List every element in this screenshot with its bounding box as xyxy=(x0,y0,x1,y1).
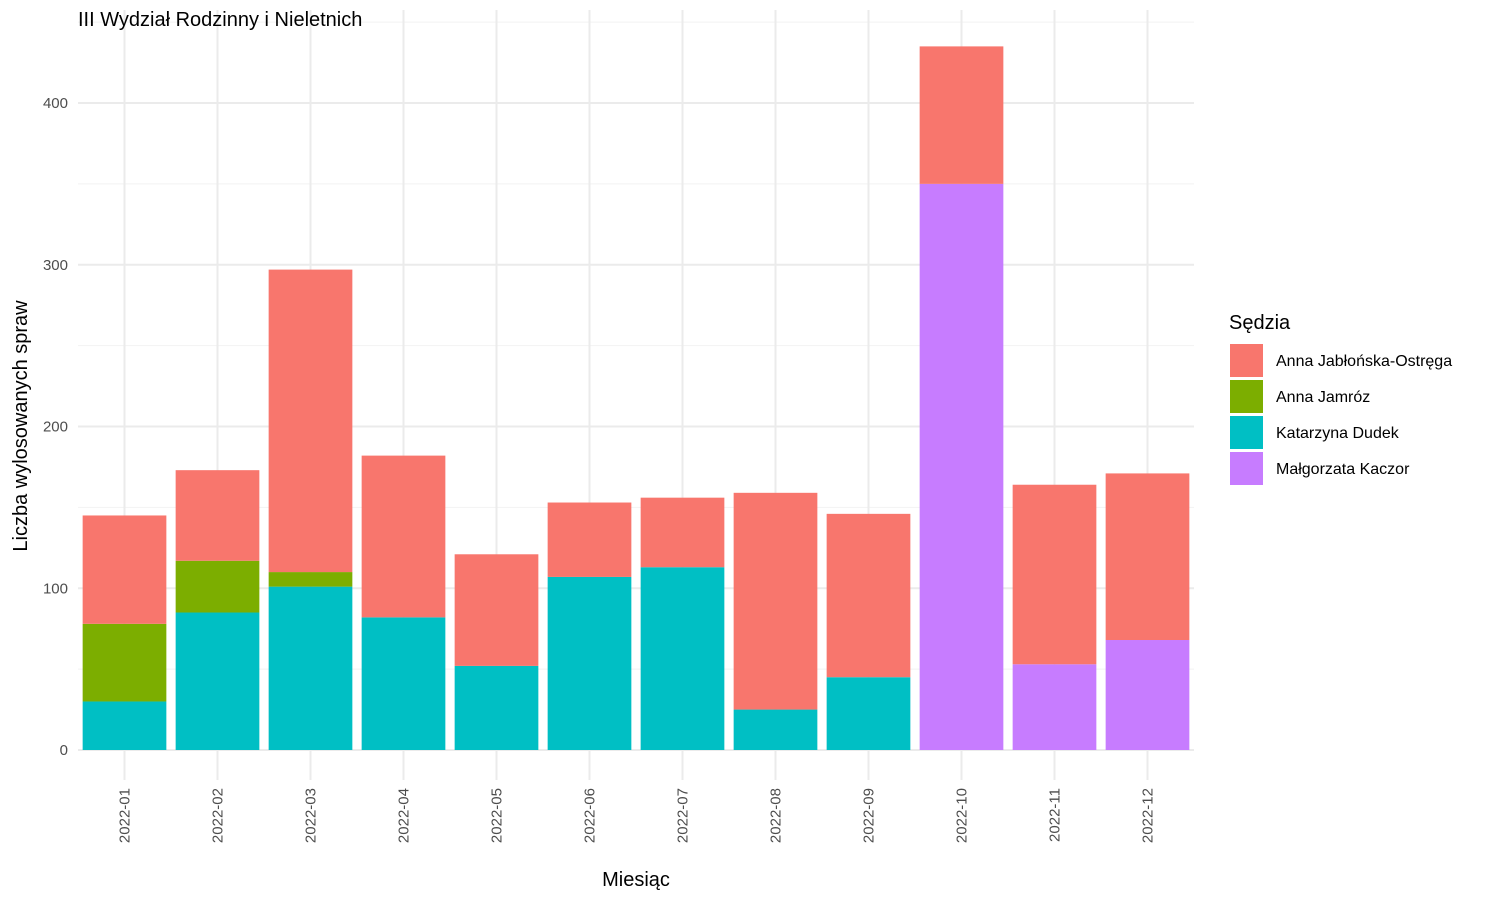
bar-segment xyxy=(640,567,725,750)
bars xyxy=(82,46,1190,750)
x-tick-label: 2022-12 xyxy=(1140,788,1157,843)
bar-segment xyxy=(82,515,167,624)
bar-segment xyxy=(1012,664,1097,750)
legend-title: Sędzia xyxy=(1229,312,1291,334)
y-tick-label: 300 xyxy=(43,257,68,274)
bar-segment xyxy=(175,612,260,750)
legend-label: Anna Jamróz xyxy=(1276,389,1370,406)
bar-segment xyxy=(640,497,725,568)
bar-segment xyxy=(733,709,818,750)
bar-segment xyxy=(1105,640,1190,750)
chart-title: III Wydział Rodzinny i Nieletnich xyxy=(78,9,362,31)
legend-key xyxy=(1230,416,1263,449)
legend-key xyxy=(1230,380,1263,413)
bar-segment xyxy=(547,576,632,750)
bar-segment xyxy=(454,554,539,666)
bar-segment xyxy=(82,623,167,702)
bar-segment xyxy=(919,183,1004,750)
x-tick-label: 2022-11 xyxy=(1047,788,1064,842)
y-axis-ticks: 0 100 200 300 400 xyxy=(43,95,68,759)
x-tick-label: 2022-10 xyxy=(954,788,971,843)
x-tick-label: 2022-01 xyxy=(117,788,134,843)
x-tick-label: 2022-06 xyxy=(582,788,599,843)
bar-segment xyxy=(268,269,353,573)
bar-segment xyxy=(361,455,446,618)
bar-segment xyxy=(826,513,911,678)
bar-segment xyxy=(826,677,911,750)
y-tick-label: 0 xyxy=(60,742,68,759)
y-tick-label: 200 xyxy=(43,419,68,436)
y-tick-label: 100 xyxy=(43,580,68,597)
x-tick-label: 2022-04 xyxy=(396,788,413,843)
bar-segment xyxy=(361,617,446,750)
bar-segment xyxy=(547,502,632,577)
x-axis-title: Miesiąc xyxy=(602,869,670,891)
legend-label: Małgorzata Kaczor xyxy=(1276,461,1410,478)
x-tick-label: 2022-09 xyxy=(861,788,878,843)
bar-segment xyxy=(268,572,353,587)
x-tick-label: 2022-08 xyxy=(768,788,785,843)
x-axis-ticks: 2022-01 2022-02 2022-03 2022-04 2022-05 2022-… xyxy=(117,788,1157,843)
legend-label: Katarzyna Dudek xyxy=(1276,425,1400,442)
x-tick-label: 2022-02 xyxy=(210,788,227,843)
bar-segment xyxy=(268,586,353,750)
legend-key xyxy=(1230,344,1263,377)
y-axis-title: Liczba wylosowanych spraw xyxy=(10,300,32,552)
x-tick-label: 2022-05 xyxy=(489,788,506,843)
x-tick-label: 2022-03 xyxy=(303,788,320,843)
bar-segment xyxy=(175,560,260,613)
legend-key xyxy=(1230,452,1263,485)
bar-segment xyxy=(1012,484,1097,665)
bar-segment xyxy=(733,492,818,710)
bar-segment xyxy=(454,665,539,750)
legend: Sędzia Anna Jabłońska-Ostręga Anna Jamróz… xyxy=(1229,312,1452,485)
bar-segment xyxy=(82,701,167,750)
legend-label: Anna Jabłońska-Ostręga xyxy=(1276,353,1452,370)
y-tick-label: 400 xyxy=(43,95,68,112)
bar-segment xyxy=(919,46,1004,184)
bar-segment xyxy=(175,470,260,561)
x-tick-label: 2022-07 xyxy=(675,788,692,843)
bar-segment xyxy=(1105,473,1190,641)
